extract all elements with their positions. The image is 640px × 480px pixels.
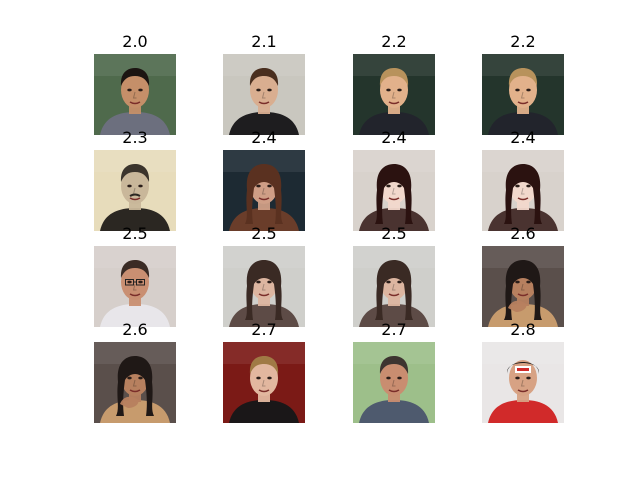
portrait-image (353, 342, 435, 423)
portrait-image (94, 342, 176, 423)
portrait-image (223, 150, 305, 231)
grid-cell-title: 2.4 (381, 128, 407, 147)
portrait-image (482, 54, 564, 135)
grid-cell-title: 2.8 (510, 320, 536, 339)
portrait-image (353, 150, 435, 231)
portrait-image (94, 54, 176, 135)
portrait-image (353, 246, 435, 327)
portrait-image (223, 54, 305, 135)
grid-cell-title: 2.3 (122, 128, 148, 147)
grid-cell-title: 2.2 (381, 32, 407, 51)
portrait-image (353, 54, 435, 135)
portrait-image (482, 150, 564, 231)
grid-cell-title: 2.2 (510, 32, 536, 51)
grid-cell-title: 2.6 (510, 224, 536, 243)
portrait-image (482, 246, 564, 327)
grid-cell-title: 2.4 (251, 128, 277, 147)
grid-cell-title: 2.0 (122, 32, 148, 51)
portrait-image (94, 246, 176, 327)
grid-cell-title: 2.7 (381, 320, 407, 339)
portrait-image (223, 342, 305, 423)
grid-cell-title: 2.1 (251, 32, 277, 51)
grid-cell-title: 2.6 (122, 320, 148, 339)
grid-cell-title: 2.5 (122, 224, 148, 243)
grid-cell-title: 2.5 (251, 224, 277, 243)
portrait-image (94, 150, 176, 231)
grid-cell-title: 2.7 (251, 320, 277, 339)
grid-cell-title: 2.5 (381, 224, 407, 243)
portrait-image (223, 246, 305, 327)
grid-cell-title: 2.4 (510, 128, 536, 147)
portrait-image (482, 342, 564, 423)
